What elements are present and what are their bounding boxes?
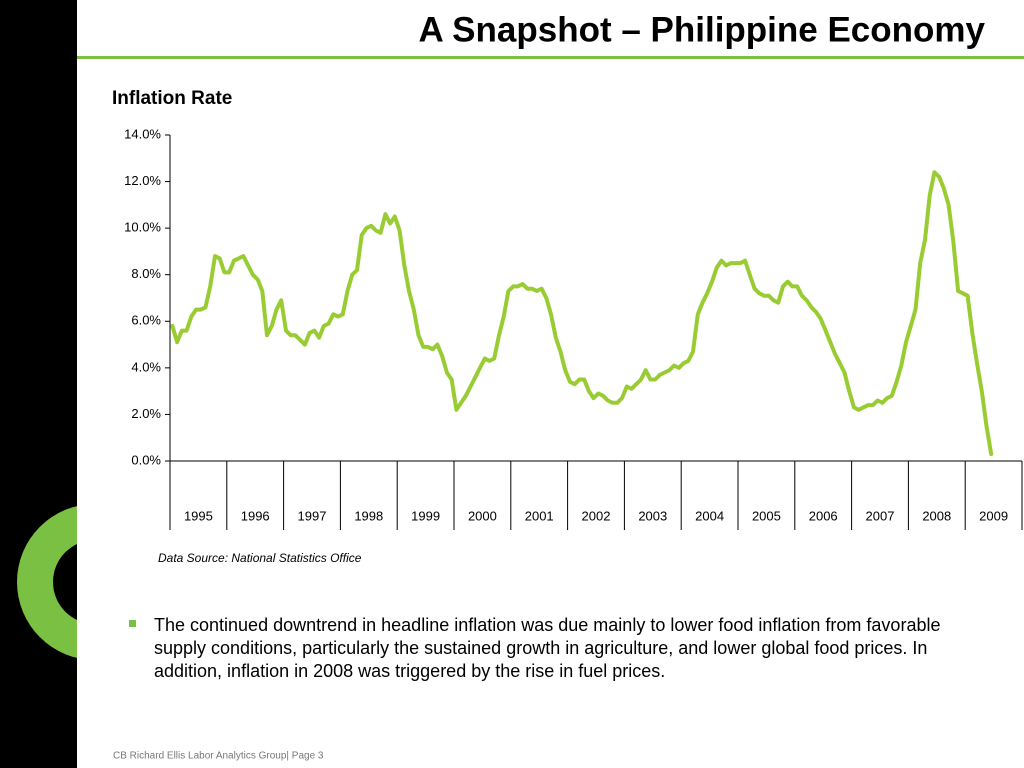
y-tick-label: 14.0% bbox=[124, 126, 161, 141]
slide-title: A Snapshot – Philippine Economy bbox=[418, 10, 985, 49]
x-tick-label: 2003 bbox=[638, 508, 667, 523]
bullet-text: The continued downtrend in headline infl… bbox=[154, 615, 941, 681]
y-tick-label: 2.0% bbox=[131, 406, 161, 421]
x-tick-label: 1999 bbox=[411, 508, 440, 523]
footer: CB Richard Ellis Labor Analytics Group| … bbox=[113, 751, 324, 762]
x-tick-label: 1995 bbox=[184, 508, 213, 523]
x-tick-label: 2009 bbox=[979, 508, 1008, 523]
x-tick-label: 2002 bbox=[582, 508, 611, 523]
x-tick-label: 2004 bbox=[695, 508, 724, 523]
source-note: Data Source: National Statistics Office bbox=[158, 551, 362, 565]
y-tick-label: 8.0% bbox=[131, 266, 161, 281]
y-tick-label: 12.0% bbox=[124, 173, 161, 188]
title-rule bbox=[77, 56, 1024, 59]
inflation-line bbox=[170, 170, 994, 456]
y-tick-label: 6.0% bbox=[131, 313, 161, 328]
x-tick-label: 2008 bbox=[922, 508, 951, 523]
y-tick-label: 4.0% bbox=[131, 359, 161, 374]
x-tick-label: 2005 bbox=[752, 508, 781, 523]
decor-ring bbox=[17, 506, 77, 658]
x-tick-label: 1997 bbox=[298, 508, 327, 523]
x-tick-label: 2007 bbox=[866, 508, 895, 523]
chart-title: Inflation Rate bbox=[112, 88, 232, 109]
x-tick-label: 1996 bbox=[241, 508, 270, 523]
x-tick-label: 1998 bbox=[354, 508, 383, 523]
x-tick-label: 2001 bbox=[525, 508, 554, 523]
x-tick-label: 2000 bbox=[468, 508, 497, 523]
y-tick-label: 0.0% bbox=[131, 452, 161, 467]
bullet-marker bbox=[129, 620, 136, 627]
x-tick-label: 2006 bbox=[809, 508, 838, 523]
y-tick-label: 10.0% bbox=[124, 220, 161, 235]
content-area bbox=[77, 0, 1024, 768]
